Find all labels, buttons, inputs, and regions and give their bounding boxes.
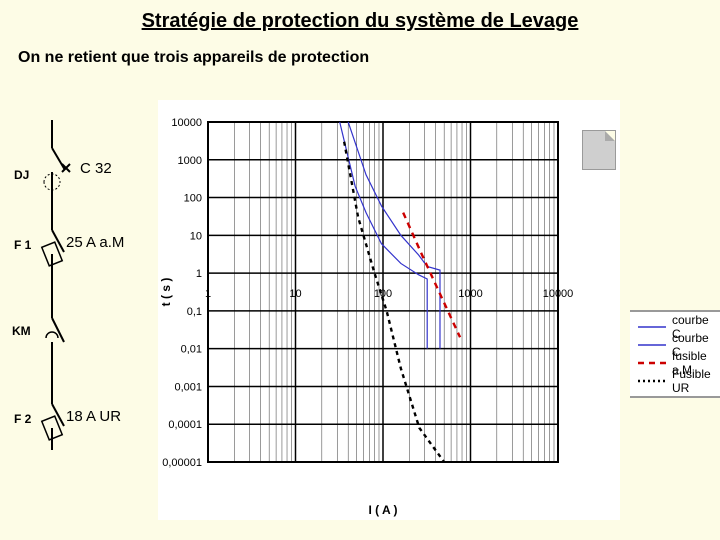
svg-text:I ( A ): I ( A ) xyxy=(368,503,397,517)
time-current-chart: 1 10 100 1000 10000 0,00001 0,0001 0,001 0,01 0,1… xyxy=(158,100,620,520)
svg-text:0,0001: 0,0001 xyxy=(168,419,202,431)
value-dj: C 32 xyxy=(80,160,112,177)
label-km: KM xyxy=(12,324,31,338)
svg-text:100: 100 xyxy=(184,193,202,205)
svg-text:1000: 1000 xyxy=(178,155,202,167)
svg-text:t ( s ): t ( s ) xyxy=(159,278,173,307)
svg-text:10000: 10000 xyxy=(171,117,202,129)
svg-text:10000: 10000 xyxy=(543,288,574,300)
legend-item: Fusible UR xyxy=(638,372,712,390)
schematic-diagram: DJ C 32 F 1 25 A a.M KM F 2 18 A UR xyxy=(12,120,137,455)
label-dj: DJ xyxy=(14,168,29,182)
svg-text:0,01: 0,01 xyxy=(181,344,202,356)
value-f2: 18 A UR xyxy=(66,408,121,425)
label-f2: F 2 xyxy=(14,412,31,426)
svg-text:1000: 1000 xyxy=(458,288,482,300)
chart-legend: courbe C courbe C fusible a.M Fusible UR xyxy=(630,310,720,398)
schematic-svg xyxy=(12,120,137,450)
svg-text:10: 10 xyxy=(190,230,202,242)
document-icon xyxy=(582,130,616,170)
label-f1: F 1 xyxy=(14,238,31,252)
svg-text:0,00001: 0,00001 xyxy=(162,457,202,469)
svg-text:0,1: 0,1 xyxy=(187,306,202,318)
page-title: Stratégie de protection du système de Le… xyxy=(0,0,720,33)
svg-text:10: 10 xyxy=(289,288,301,300)
svg-text:1: 1 xyxy=(205,288,211,300)
page-subtitle: On ne retient que trois appareils de pro… xyxy=(0,33,720,67)
svg-text:1: 1 xyxy=(196,268,202,280)
svg-text:0,001: 0,001 xyxy=(174,381,202,393)
chart-svg: 1 10 100 1000 10000 0,00001 0,0001 0,001 0,01 0,1… xyxy=(158,100,620,520)
value-f1: 25 A a.M xyxy=(66,234,124,251)
legend-label: Fusible UR xyxy=(672,367,712,395)
